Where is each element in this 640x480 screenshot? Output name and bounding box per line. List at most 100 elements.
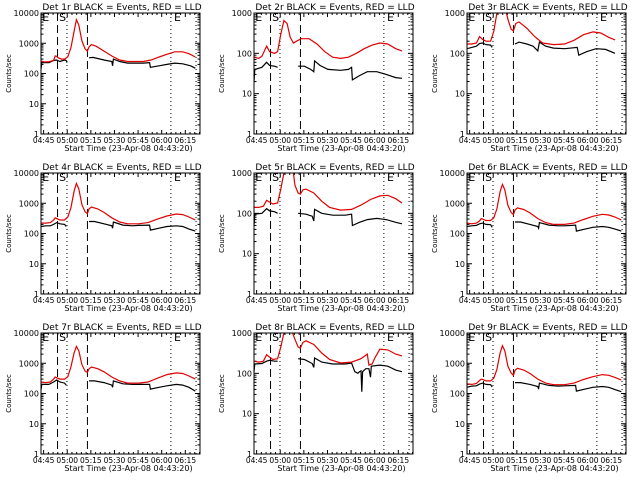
x-tick-label: 04:45 bbox=[246, 136, 268, 145]
lld-series-line bbox=[41, 344, 196, 384]
marker-label-e: E bbox=[468, 11, 475, 24]
lld-series-line bbox=[254, 333, 403, 366]
x-tick-label: 06:00 bbox=[151, 296, 173, 305]
panel-title: Det 5r BLACK = Events, RED = LLD bbox=[255, 163, 414, 173]
x-tick-label: 05:45 bbox=[553, 456, 575, 465]
x-tick-label: 05:30 bbox=[530, 136, 552, 145]
y-tick-label: 1 bbox=[247, 450, 252, 459]
x-tick-label: 05:30 bbox=[317, 136, 339, 145]
marker-label-s: S bbox=[272, 171, 279, 184]
events-series-line bbox=[467, 41, 616, 57]
panel-title: Det 8r BLACK = Events, RED = LLD bbox=[255, 323, 414, 333]
marker-label-e: E bbox=[255, 171, 262, 184]
y-axis-label: Counts/sec bbox=[431, 214, 439, 253]
marker-label-e: E bbox=[387, 171, 394, 184]
events-series-line bbox=[467, 382, 622, 393]
y-tick-label: 10 bbox=[242, 90, 252, 99]
y-tick-label: 100 bbox=[237, 209, 252, 218]
x-tick-label: 05:15 bbox=[80, 136, 102, 145]
y-tick-label: 10 bbox=[29, 100, 39, 109]
x-tick-label: 04:45 bbox=[33, 456, 55, 465]
events-series-line bbox=[467, 221, 622, 232]
y-tick-label: 100 bbox=[450, 49, 465, 58]
plot-frame bbox=[466, 172, 627, 295]
x-tick-label: 05:00 bbox=[56, 296, 78, 305]
x-tick-label: 05:15 bbox=[506, 136, 528, 145]
y-tick-label: 10 bbox=[242, 250, 252, 259]
series-group bbox=[467, 182, 622, 232]
y-tick-label: 10000 bbox=[14, 9, 39, 18]
y-tick-label: 1000 bbox=[232, 9, 252, 18]
x-tick-label: 05:45 bbox=[553, 136, 575, 145]
series-group bbox=[41, 344, 196, 392]
marker-label-e: E bbox=[174, 11, 181, 24]
x-tick-label: 06:00 bbox=[577, 296, 599, 305]
x-tick-label: 06:00 bbox=[364, 296, 386, 305]
marker-label-e: E bbox=[387, 11, 394, 24]
plot-frame bbox=[253, 332, 414, 455]
x-tick-label: 06:15 bbox=[387, 136, 409, 145]
marker-label-e: E bbox=[174, 331, 181, 344]
y-tick-label: 10000 bbox=[14, 329, 39, 338]
y-tick-label: 100 bbox=[450, 230, 465, 239]
panel-det-8: Det 8r BLACK = Events, RED = LLD Counts/s… bbox=[218, 323, 415, 473]
y-axis-label: Counts/sec bbox=[5, 374, 13, 413]
x-tick-label: 05:15 bbox=[293, 136, 315, 145]
plot-frame bbox=[40, 332, 201, 455]
x-tick-label: 06:00 bbox=[151, 136, 173, 145]
x-tick-label: 04:45 bbox=[246, 296, 268, 305]
y-tick-label: 1 bbox=[460, 290, 465, 299]
y-tick-label: 10 bbox=[29, 420, 39, 429]
marker-label-e: E bbox=[387, 331, 394, 344]
plot-frame bbox=[253, 172, 414, 295]
series-group bbox=[254, 19, 403, 82]
panel-det-1: Det 1r BLACK = Events, RED = LLD Counts/s… bbox=[5, 3, 202, 153]
marker-label-e: E bbox=[42, 11, 49, 24]
x-tick-label: 04:45 bbox=[459, 136, 481, 145]
marker-label-e: E bbox=[600, 11, 607, 24]
panel-det-7: Det 7r BLACK = Events, RED = LLD Counts/s… bbox=[5, 323, 202, 473]
marker-label-e: E bbox=[600, 171, 607, 184]
y-tick-label: 10 bbox=[455, 420, 465, 429]
x-tick-label: 05:45 bbox=[340, 296, 362, 305]
y-tick-label: 1 bbox=[34, 290, 39, 299]
x-tick-label: 05:15 bbox=[506, 296, 528, 305]
plot-frame bbox=[466, 332, 627, 455]
panel-title: Det 2r BLACK = Events, RED = LLD bbox=[255, 3, 414, 13]
x-tick-label: 05:30 bbox=[317, 456, 339, 465]
panel-title: Det 9r BLACK = Events, RED = LLD bbox=[468, 323, 627, 333]
series-group bbox=[41, 181, 196, 232]
series-group bbox=[467, 13, 616, 57]
x-tick-label: 05:45 bbox=[553, 296, 575, 305]
x-tick-label: 05:45 bbox=[127, 136, 149, 145]
x-tick-label: 05:30 bbox=[104, 296, 126, 305]
x-tick-label: 05:30 bbox=[530, 296, 552, 305]
x-tick-label: 04:45 bbox=[33, 296, 55, 305]
y-axis-label: Counts/sec bbox=[431, 54, 439, 93]
x-tick-label: 05:45 bbox=[127, 296, 149, 305]
marker-label-s: S bbox=[485, 11, 492, 24]
panel-title: Det 6r BLACK = Events, RED = LLD bbox=[468, 163, 627, 173]
events-series-line bbox=[254, 207, 403, 227]
x-tick-label: 06:00 bbox=[577, 136, 599, 145]
x-tick-label: 06:15 bbox=[600, 456, 622, 465]
events-series-line bbox=[254, 357, 403, 392]
x-tick-label: 06:00 bbox=[364, 136, 386, 145]
marker-label-e: E bbox=[468, 171, 475, 184]
x-axis-label: Start Time (23-Apr-08 04:43:20) bbox=[64, 304, 192, 313]
y-axis-label: Counts/sec bbox=[218, 374, 226, 413]
y-tick-label: 1000 bbox=[445, 9, 465, 18]
x-tick-label: 05:15 bbox=[80, 456, 102, 465]
lld-series-line bbox=[254, 19, 403, 60]
x-tick-label: 05:45 bbox=[340, 136, 362, 145]
x-tick-label: 06:15 bbox=[387, 456, 409, 465]
panel-det-6: Det 6r BLACK = Events, RED = LLD Counts/s… bbox=[431, 163, 628, 313]
x-axis-label: Start Time (23-Apr-08 04:43:20) bbox=[490, 304, 618, 313]
series-group bbox=[254, 173, 403, 227]
events-series-line bbox=[254, 59, 403, 82]
marker-label-e: E bbox=[255, 331, 262, 344]
x-tick-label: 04:45 bbox=[459, 456, 481, 465]
x-tick-label: 04:45 bbox=[459, 296, 481, 305]
x-tick-label: 05:30 bbox=[104, 456, 126, 465]
x-tick-label: 05:00 bbox=[269, 136, 291, 145]
